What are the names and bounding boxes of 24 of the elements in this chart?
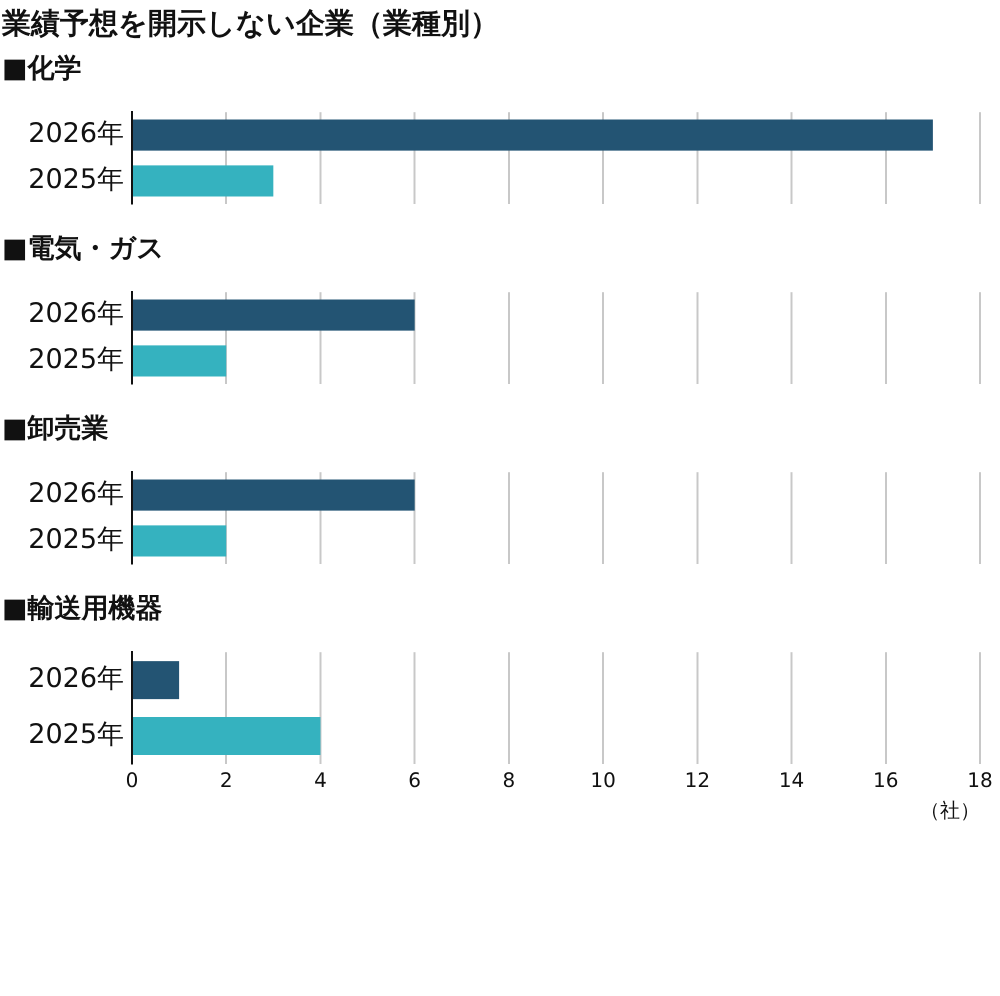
chart-title: 業績予想を開示しない企業（業種別） [0,5,500,42]
y-tick-label: 2026年 [28,478,124,510]
y-tick-label: 2026年 [28,118,124,150]
y-tick-label: 2026年 [28,663,124,694]
x-tick-label: 14 [778,768,804,792]
chart-title: ■電気・ガス [1,232,166,266]
y-tick-label: 2025年 [28,524,124,555]
x-tick-label: 6 [408,768,422,792]
x-tick-label: 16 [873,768,899,792]
chart-title: ■輸送用機器 [1,592,164,626]
x-tick-label: 10 [590,768,616,792]
y-tick-label: 2025年 [28,164,124,195]
chart-subtitle: ■化学 [1,52,83,86]
x-tick-label: 2 [220,768,233,792]
y-tick-label: 2026年 [28,298,124,330]
x-axis-title: （社） [920,798,980,822]
y-tick-label: 2025年 [28,344,124,375]
x-tick-label: 0 [126,768,138,792]
x-tick-label: 18 [967,768,993,792]
x-tick-label: 12 [684,768,710,792]
chart-title: ■卸売業 [1,412,110,446]
x-tick-label: 8 [502,768,516,792]
y-tick-label: 2025年 [28,719,124,750]
x-tick-label: 4 [314,768,327,792]
